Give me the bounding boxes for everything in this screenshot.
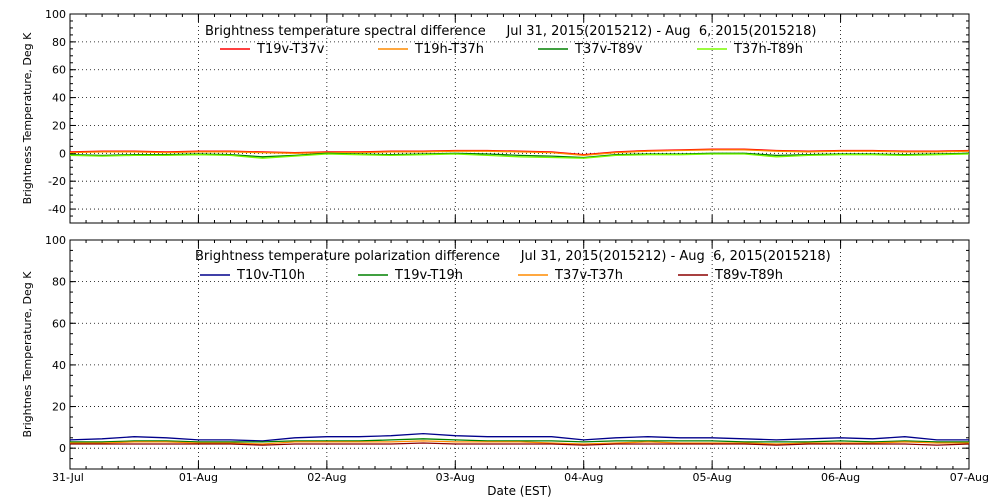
legend-label: T19v-T37v	[256, 42, 325, 57]
plot-frame	[69, 13, 970, 224]
series-line-T37v-T37h	[70, 440, 969, 445]
y-tick-label: -20	[48, 175, 66, 188]
x-tick-label: 01-Aug	[179, 471, 218, 484]
series-line-T19h-T37h	[69, 149, 970, 157]
series-line-T37v-T89v	[69, 152, 970, 159]
y-tick-label: 80	[52, 276, 66, 289]
panel-1: -40 -20 0 20 40 60 80 100 Brightness temperature…	[21, 8, 970, 224]
legend-label: T37v-T37h	[554, 268, 623, 283]
y-tick-label: 20	[52, 119, 66, 132]
y-tick-label: 40	[52, 92, 66, 105]
chart-title: Brightness temperature polarization diff…	[195, 249, 831, 264]
y-tick-label: 100	[45, 234, 66, 247]
series-line-T10v-T10h	[69, 432, 969, 442]
legend-label: T10v-T10h	[236, 268, 305, 283]
y-tick-label: 60	[52, 317, 66, 330]
chart-title: Brightness temperature spectral differen…	[205, 24, 816, 39]
series-line-T19v-T19h	[70, 438, 969, 443]
y-axis-label: Brightness Temperature, Deg K	[21, 32, 34, 204]
y-tick-label: 0	[59, 147, 66, 160]
x-tick-label: 07-Aug	[950, 471, 989, 484]
legend-label: T37h-T89h	[733, 42, 803, 57]
y-tick-label: 20	[52, 401, 66, 414]
series-line-T89v-T89h	[70, 442, 970, 446]
y-axis-label: Brightnes Temperature, Deg K	[21, 271, 34, 438]
legend-label: T19h-T37h	[414, 42, 484, 57]
x-tick-label: 31-Jul	[52, 471, 84, 484]
legend-label: T19v-T19h	[394, 268, 463, 283]
x-tick-label: 03-Aug	[436, 471, 475, 484]
x-tick-label: 04-Aug	[564, 471, 603, 484]
x-axis-label: Date (EST)	[487, 484, 551, 498]
y-tick-label: 40	[52, 359, 66, 372]
legend-label: T89v-T89h	[714, 268, 783, 283]
legend-label: T37v-T89v	[574, 42, 643, 57]
y-tick-label: 80	[52, 36, 66, 49]
x-tick-label: 02-Aug	[307, 471, 346, 484]
y-tick-label: 100	[45, 8, 66, 21]
y-tick-label: 60	[52, 64, 66, 77]
x-tick-label: 06-Aug	[821, 471, 860, 484]
y-tick-label: -40	[48, 203, 66, 216]
y-tick-label: 0	[59, 442, 66, 455]
series-line-T37h-T89h	[69, 153, 970, 159]
x-tick-label: 05-Aug	[693, 471, 732, 484]
series-line-T19v-T37v	[69, 148, 970, 156]
panel-2: 0 20 40 60 80 100 Brightness temperature polar…	[21, 234, 970, 470]
